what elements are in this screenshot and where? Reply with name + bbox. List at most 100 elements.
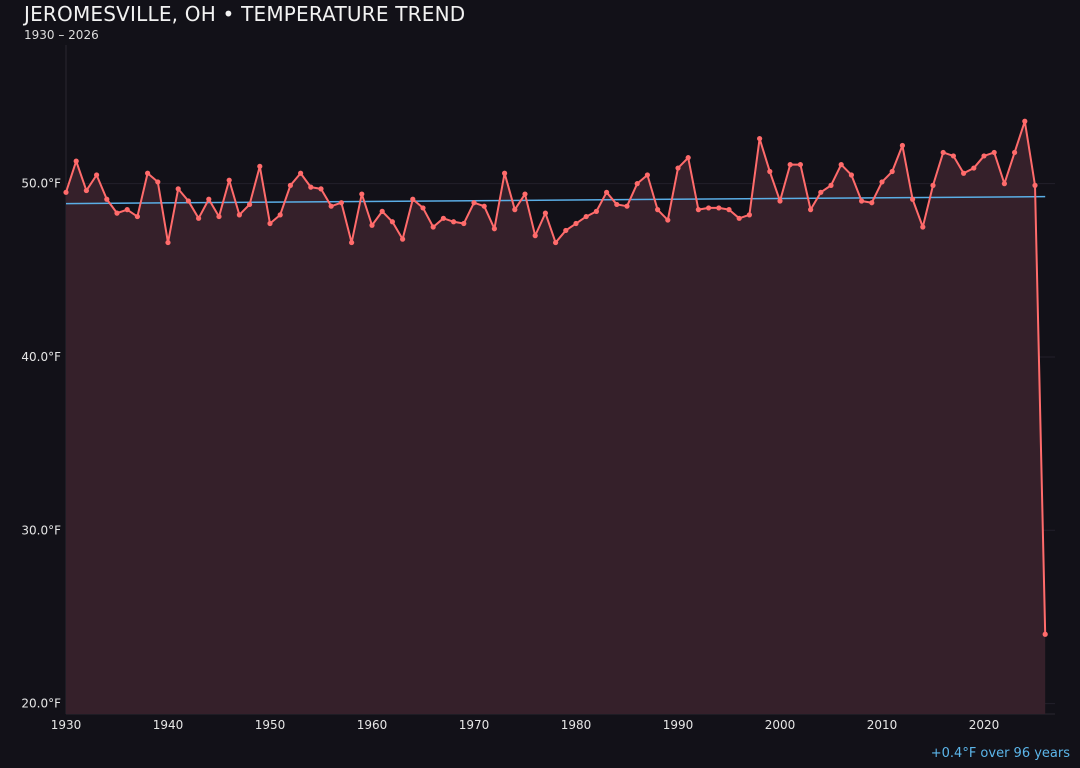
data-point bbox=[961, 170, 967, 176]
data-point bbox=[859, 198, 865, 204]
data-point bbox=[512, 207, 518, 213]
data-point bbox=[532, 233, 538, 239]
data-point bbox=[655, 207, 661, 213]
data-point bbox=[848, 172, 855, 178]
data-point bbox=[695, 207, 702, 213]
data-point bbox=[940, 149, 946, 156]
data-point bbox=[1012, 149, 1018, 156]
data-point bbox=[787, 161, 793, 168]
data-point bbox=[491, 226, 497, 232]
data-point bbox=[604, 189, 610, 195]
data-point bbox=[400, 236, 406, 242]
data-point bbox=[624, 203, 630, 209]
data-point bbox=[869, 200, 875, 206]
x-tick-label: 2000 bbox=[765, 718, 796, 732]
data-point bbox=[257, 163, 263, 169]
data-point bbox=[349, 239, 355, 246]
data-point bbox=[685, 155, 691, 161]
data-point bbox=[267, 220, 273, 227]
chart-title: JEROMESVILLE, OH • TEMPERATURE TREND bbox=[24, 2, 466, 26]
data-point bbox=[73, 158, 79, 164]
data-point bbox=[1032, 182, 1038, 188]
y-tick-label: 20.0°F bbox=[21, 697, 61, 711]
x-tick-label: 1960 bbox=[357, 718, 388, 732]
x-tick-label: 1950 bbox=[255, 718, 286, 732]
data-point bbox=[226, 177, 232, 183]
y-tick-label: 40.0°F bbox=[21, 350, 61, 364]
data-point bbox=[950, 153, 957, 159]
data-point bbox=[461, 220, 467, 227]
data-point bbox=[675, 165, 681, 171]
data-point bbox=[583, 213, 589, 220]
data-point bbox=[1042, 631, 1048, 637]
x-tick-label: 2020 bbox=[969, 718, 1000, 732]
data-point bbox=[328, 203, 334, 209]
data-point bbox=[236, 212, 242, 218]
data-point bbox=[206, 196, 212, 202]
data-point bbox=[920, 224, 926, 230]
y-tick-label: 30.0°F bbox=[21, 523, 61, 537]
data-point bbox=[726, 207, 732, 213]
data-point bbox=[94, 172, 100, 178]
data-point bbox=[287, 182, 293, 188]
data-point bbox=[665, 217, 671, 223]
data-point bbox=[379, 208, 385, 214]
data-point bbox=[430, 224, 436, 230]
data-point bbox=[553, 239, 559, 246]
trend-annotation: +0.4°F over 96 years bbox=[930, 746, 1070, 761]
data-point bbox=[634, 181, 640, 187]
area-fill bbox=[66, 121, 1046, 715]
data-point bbox=[155, 179, 161, 185]
data-point bbox=[247, 201, 253, 208]
x-tick-label: 1970 bbox=[459, 718, 490, 732]
data-point bbox=[185, 198, 191, 204]
data-point bbox=[502, 170, 508, 176]
data-point bbox=[828, 182, 834, 188]
data-point bbox=[573, 220, 579, 227]
data-point bbox=[971, 165, 977, 171]
data-point bbox=[644, 172, 651, 178]
data-point bbox=[797, 161, 804, 168]
data-point bbox=[1001, 181, 1008, 187]
x-tick-label: 1990 bbox=[663, 718, 694, 732]
data-point bbox=[369, 222, 375, 228]
x-tick-label: 2010 bbox=[867, 718, 898, 732]
data-point bbox=[981, 153, 987, 159]
data-point bbox=[216, 213, 222, 220]
data-point bbox=[145, 170, 151, 176]
x-tick-label: 1940 bbox=[153, 718, 184, 732]
data-point bbox=[83, 187, 89, 194]
data-point bbox=[451, 219, 457, 225]
data-point bbox=[736, 215, 742, 221]
data-point bbox=[1022, 118, 1028, 124]
data-point bbox=[991, 149, 997, 156]
data-point bbox=[746, 212, 753, 218]
chart-subtitle: 1930 – 2026 bbox=[24, 28, 99, 42]
data-point bbox=[481, 203, 487, 209]
data-point bbox=[420, 205, 426, 211]
data-point bbox=[879, 179, 885, 185]
data-point bbox=[196, 215, 202, 221]
data-point bbox=[308, 184, 314, 190]
data-point bbox=[838, 161, 844, 168]
data-point bbox=[359, 191, 365, 197]
trend-line bbox=[65, 195, 1046, 205]
x-tick-label: 1980 bbox=[561, 718, 592, 732]
data-point bbox=[757, 135, 763, 142]
data-point bbox=[614, 201, 620, 208]
data-point bbox=[63, 189, 69, 195]
data-point bbox=[818, 189, 824, 195]
data-point bbox=[410, 196, 416, 202]
data-point bbox=[716, 205, 722, 211]
data-point bbox=[563, 227, 569, 234]
data-point bbox=[175, 186, 181, 192]
data-point bbox=[808, 207, 814, 213]
data-point bbox=[338, 200, 344, 206]
data-point bbox=[298, 170, 304, 176]
data-point bbox=[889, 168, 895, 175]
data-point bbox=[767, 168, 773, 175]
data-point bbox=[706, 205, 712, 211]
data-point bbox=[899, 142, 906, 149]
data-point bbox=[593, 208, 600, 214]
